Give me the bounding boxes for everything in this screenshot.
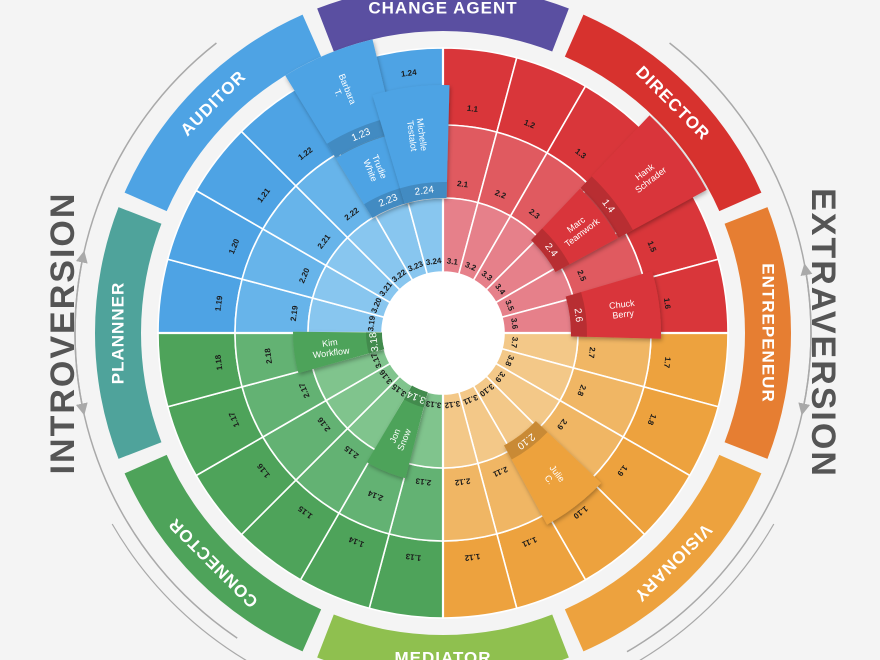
cell-label: 3.1	[446, 256, 459, 266]
band-visionary	[564, 454, 762, 652]
highlight-cell-id: 2.24	[414, 184, 435, 198]
cell-label: 2.12	[454, 476, 471, 487]
band-label: ENTREPENEUR	[759, 263, 778, 402]
highlight-card[interactable]: 2.6 ChuckBerry	[565, 271, 661, 339]
highlight-id-strip	[403, 385, 428, 408]
center-hole	[382, 272, 504, 394]
highlight-cell-id: 3.18	[368, 331, 382, 352]
highlight-id-strip	[327, 117, 395, 158]
cell-label: 3.8	[503, 354, 516, 368]
highlight-card[interactable]: 3.18 KimWorkflow	[292, 331, 385, 374]
highlight-person-name: ChuckBerry	[608, 298, 636, 321]
cell-label: 3.6	[509, 317, 519, 330]
highlight-card-bg	[366, 385, 428, 479]
cell-label: 1.13	[405, 552, 422, 563]
cell-label: 3.12	[444, 399, 461, 410]
cell-label: 1.2	[523, 118, 537, 131]
band-mediator	[317, 614, 569, 660]
introversion-arrow-lower	[74, 250, 238, 639]
cell-label: 2.19	[289, 305, 300, 322]
band-label: CHANGE AGENT	[368, 0, 517, 18]
highlight-id-strip	[504, 421, 548, 460]
highlight-card-bg	[565, 271, 661, 339]
highlight-id-strip	[531, 228, 570, 272]
highlight-card[interactable]: 2.24 MichelleTestalot	[372, 85, 450, 204]
cell-label: 1.5	[646, 240, 659, 254]
cell-label: 2.1	[456, 179, 469, 189]
extraversion-arc-outer	[639, 523, 775, 660]
axis-arcs	[74, 42, 813, 660]
highlight-id-strip	[565, 292, 587, 337]
cell-label: 1.1	[466, 104, 479, 114]
highlight-person-name: MichelleTestalot	[405, 118, 429, 153]
highlight-id-strip	[580, 176, 633, 238]
highlight-cards: 1.23BarbaraT.2.23TrudieWhite2.24Michelle…	[285, 39, 707, 525]
band-plannner	[94, 207, 162, 459]
band-change-agent	[317, 0, 569, 52]
extraversion-arrow-lower	[626, 263, 813, 653]
extraversion-label: EXTRAVERSION	[804, 188, 842, 478]
band-label: MEDIATOR	[394, 649, 491, 660]
highlight-card-bg	[372, 85, 450, 204]
cell-label: 2.5	[575, 269, 588, 283]
cell-label: 1.8	[645, 413, 658, 427]
cell-label: 2.8	[575, 384, 588, 398]
introversion-label: INTROVERSION	[44, 192, 82, 475]
highlight-id-strip	[400, 181, 447, 204]
highlight-cell-id: 2.6	[571, 308, 584, 324]
cell-label: 2.7	[586, 346, 596, 359]
highlight-person-name: KimWorkflow	[311, 335, 351, 360]
cell-label: 3.5	[503, 299, 516, 313]
cell-label: 3.19	[366, 315, 377, 332]
band-entrepeneur	[724, 207, 791, 459]
cell-label: 1.7	[662, 356, 672, 369]
band-connector	[124, 454, 322, 652]
highlight-id-strip	[366, 332, 385, 354]
cell-label: 3.13	[425, 399, 442, 410]
highlight-card-bg	[292, 331, 385, 374]
band-director	[564, 14, 762, 212]
cell-label: 1.19	[213, 295, 224, 312]
cell-label: 2.13	[415, 476, 432, 487]
cell-label: 3.7	[509, 336, 519, 349]
highlight-id-strip	[364, 186, 412, 218]
cell-label: 1.18	[213, 354, 224, 371]
cell-label: 3.2	[464, 260, 478, 273]
cell-label: 1.12	[464, 552, 481, 563]
cell-label: 3.24	[425, 256, 442, 267]
band-auditor	[124, 14, 322, 212]
cell-label: 2.18	[263, 347, 274, 364]
cell-label: 2.2	[494, 188, 508, 201]
cell-label: 1.24	[400, 68, 417, 79]
band-label: PLANNNER	[109, 282, 128, 384]
introversion-arc-outer	[111, 523, 247, 660]
cell-label: 1.6	[662, 297, 672, 310]
